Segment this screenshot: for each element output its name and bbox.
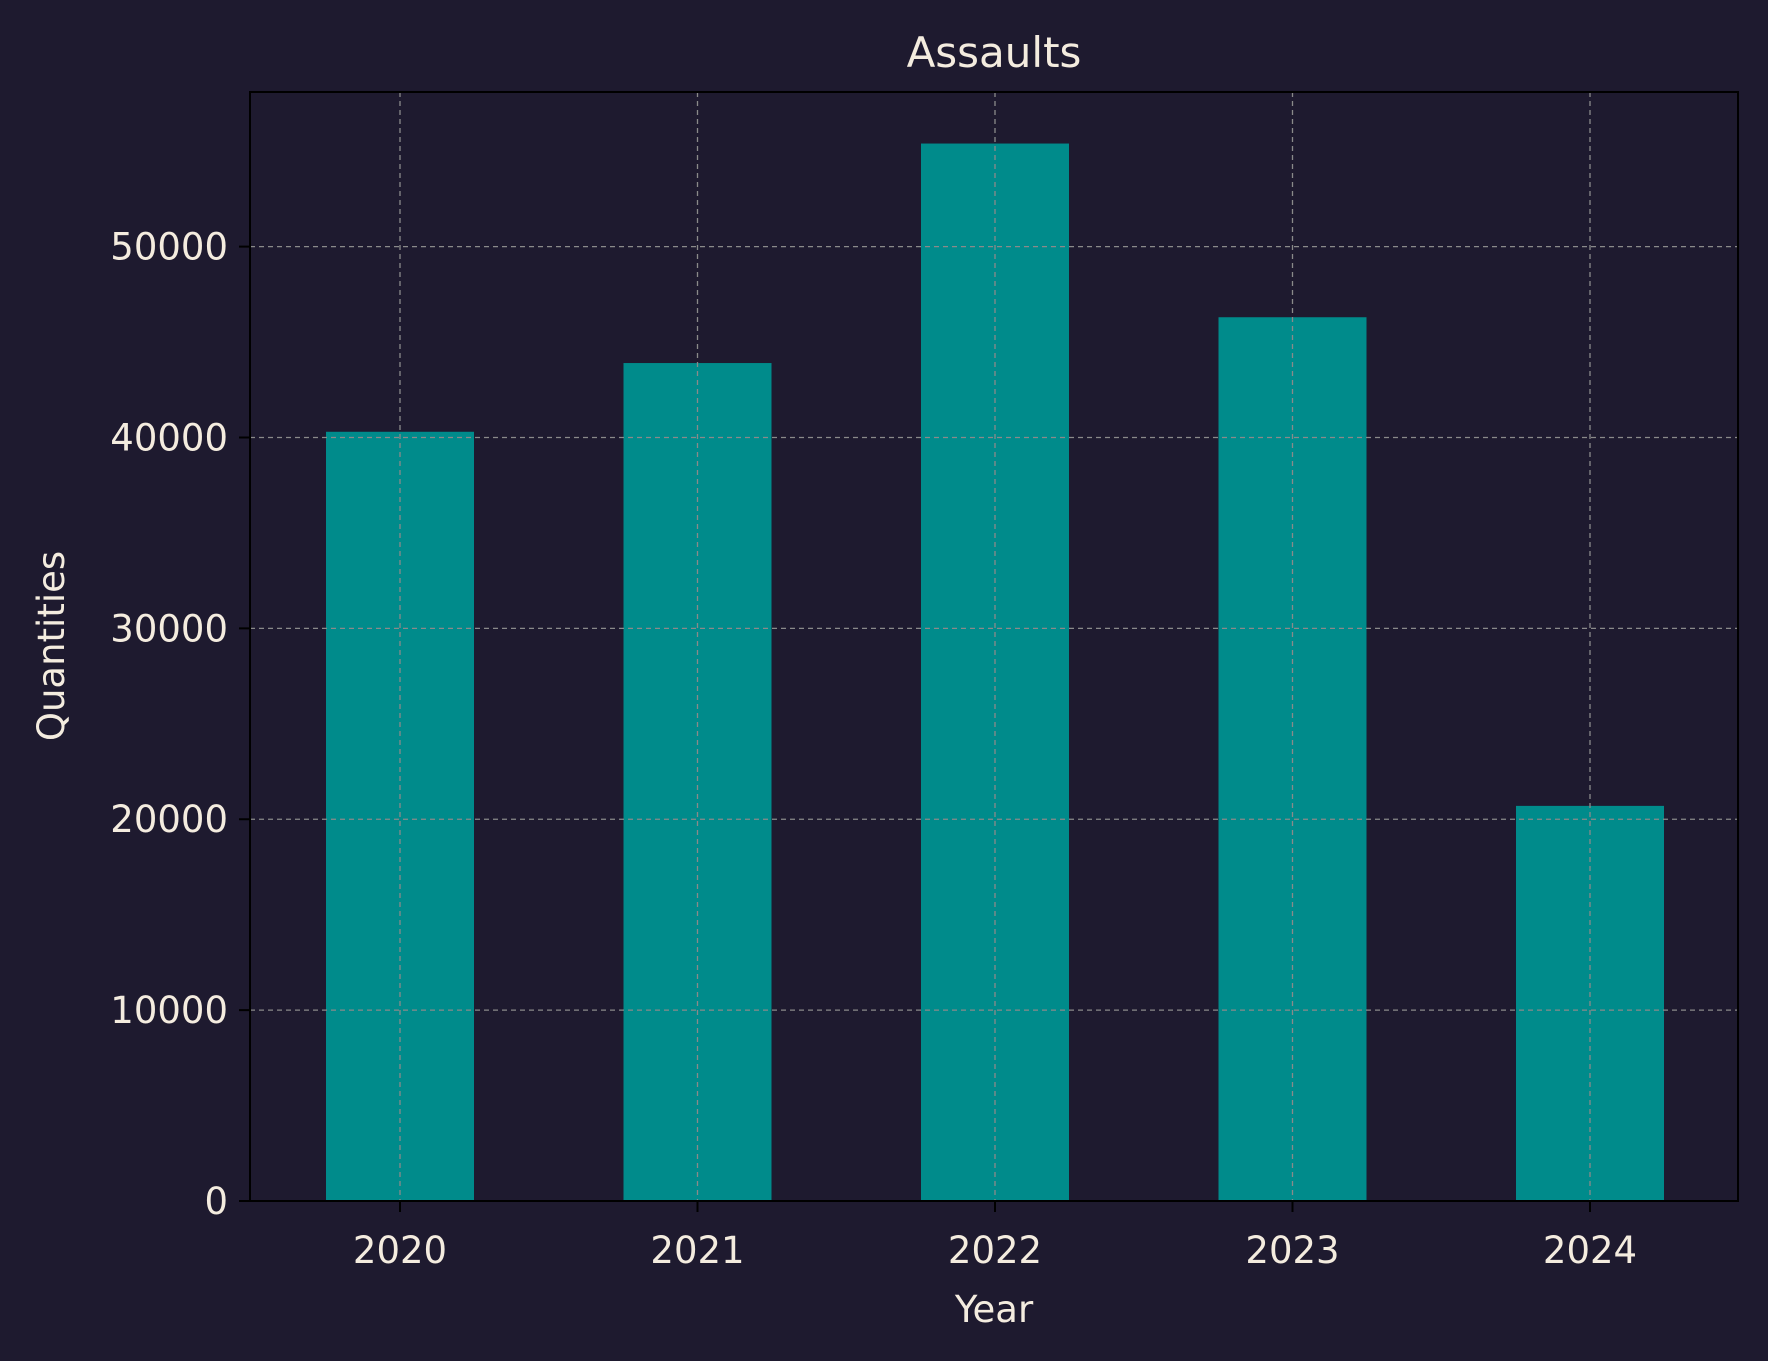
grid-group xyxy=(250,92,1738,1201)
x-axis-ticks: 2020 2021 2022 2023 2024 xyxy=(353,1201,1637,1272)
x-axis-label: Year xyxy=(954,1288,1034,1331)
y-tick-label: 20000 xyxy=(110,798,228,841)
chart-title: Assaults xyxy=(907,28,1082,77)
bar-2021 xyxy=(623,363,772,1201)
y-tick-label: 50000 xyxy=(110,226,228,269)
y-tick-label: 10000 xyxy=(110,989,228,1032)
y-tick-label: 0 xyxy=(204,1180,228,1223)
x-tick-label: 2023 xyxy=(1245,1229,1339,1272)
y-axis-ticks: 0 10000 20000 30000 40000 50000 xyxy=(110,226,250,1223)
x-tick-label: 2024 xyxy=(1543,1229,1637,1272)
y-tick-label: 30000 xyxy=(110,607,228,650)
y-axis-label: Quantities xyxy=(30,551,73,741)
x-tick-label: 2022 xyxy=(948,1229,1042,1272)
x-tick-label: 2021 xyxy=(650,1229,744,1272)
x-tick-label: 2020 xyxy=(353,1229,447,1272)
y-tick-label: 40000 xyxy=(110,416,228,459)
